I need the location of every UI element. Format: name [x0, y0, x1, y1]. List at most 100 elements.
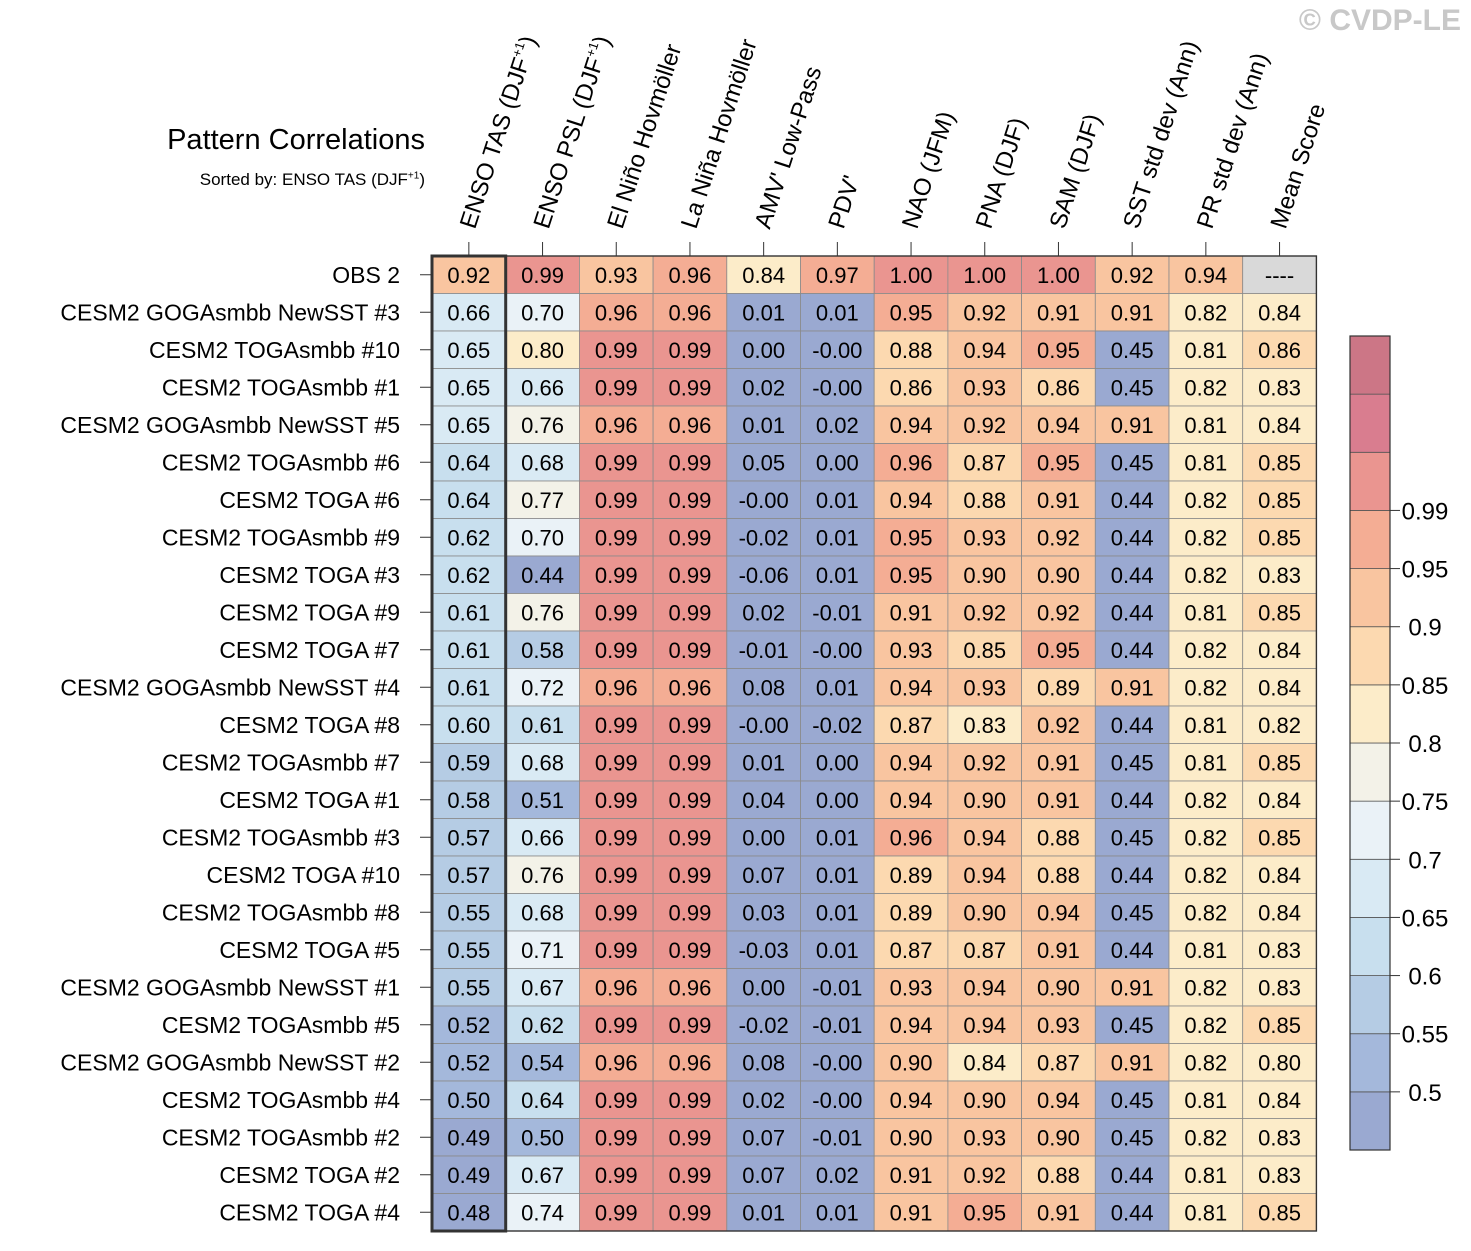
- cell-value: 0.05: [742, 450, 785, 475]
- colorbar-segment: [1349, 626, 1391, 686]
- cell-value: 0.96: [595, 300, 638, 325]
- row-label: CESM2 GOGAsmbb NewSST #5: [60, 412, 400, 438]
- cell-value: 0.44: [1111, 863, 1154, 888]
- cell-value: 0.44: [1111, 788, 1154, 813]
- cell-value: 0.89: [1037, 675, 1080, 700]
- heatmap-cell: [947, 668, 1023, 707]
- cell-value: 0.82: [1184, 1125, 1227, 1150]
- cell-value: 0.91: [890, 600, 933, 625]
- cell-value: 0.64: [521, 1088, 564, 1113]
- cell-value: 0.66: [447, 300, 490, 325]
- cell-value: 0.45: [1111, 375, 1154, 400]
- cell-value: 0.57: [447, 863, 490, 888]
- cell-value: -0.00: [812, 1050, 862, 1075]
- cell-value: 0.90: [1037, 975, 1080, 1000]
- heatmap-cell: [1168, 968, 1244, 1007]
- heatmap-cell: [1021, 480, 1096, 519]
- heatmap-cell: [579, 593, 654, 632]
- heatmap-cell: [1168, 405, 1244, 444]
- cell-value: 0.89: [890, 863, 933, 888]
- cell-value: 0.99: [595, 1163, 638, 1188]
- heatmap-cell: [1242, 855, 1317, 894]
- row-label: CESM2 GOGAsmbb NewSST #2: [60, 1049, 400, 1075]
- cell-value: 0.61: [521, 713, 564, 738]
- row-label: CESM2 TOGAsmbb #3: [162, 824, 400, 850]
- cell-value: 0.91: [1037, 788, 1080, 813]
- heatmap-cell: [873, 518, 949, 557]
- row-label: CESM2 TOGA #3: [219, 562, 400, 588]
- cell-value: 0.96: [669, 975, 712, 1000]
- cell-value: 0.91: [1111, 675, 1154, 700]
- cell-value: 0.01: [742, 413, 785, 438]
- heatmap-cell: [947, 1005, 1023, 1044]
- heatmap-cell: [873, 593, 949, 632]
- heatmap-cell: [1094, 1005, 1170, 1044]
- watermark: © CVDP-LE: [1298, 4, 1461, 37]
- cell-value: 0.92: [963, 413, 1006, 438]
- heatmap-cell: [579, 1193, 654, 1232]
- heatmap-cell: [431, 743, 507, 782]
- heatmap-cell: [579, 330, 654, 369]
- heatmap-cell: [1094, 555, 1170, 594]
- heatmap-cell: [505, 368, 580, 407]
- cell-value: 0.65: [447, 338, 490, 363]
- cell-value: 0.85: [1258, 600, 1301, 625]
- column-label: SAM (DJF): [1044, 111, 1106, 232]
- cell-value: 0.54: [521, 1050, 564, 1075]
- heatmap-cell: [431, 855, 507, 894]
- cell-value: 0.92: [963, 600, 1006, 625]
- row-label: CESM2 GOGAsmbb NewSST #3: [60, 299, 400, 325]
- column-label: NAO (JFM): [897, 108, 960, 232]
- heatmap-cell: [1021, 443, 1096, 482]
- cell-value: 0.07: [742, 1125, 785, 1150]
- cell-value: 0.82: [1184, 900, 1227, 925]
- heatmap-cell: [1094, 1193, 1170, 1232]
- heatmap-cell: [579, 368, 654, 407]
- column-label: ENSO PSL (DJF+1): [528, 32, 617, 231]
- cell-value: 0.65: [447, 375, 490, 400]
- cell-value: -0.00: [812, 638, 862, 663]
- heatmap-cell: [579, 443, 654, 482]
- cell-value: 0.91: [1111, 975, 1154, 1000]
- cell-value: 0.87: [963, 450, 1006, 475]
- heatmap-cell: [431, 330, 507, 369]
- heatmap-cell: [1021, 893, 1096, 932]
- cell-value: 0.08: [742, 675, 785, 700]
- heatmap-cell: [947, 893, 1023, 932]
- heatmap-cell: [1168, 1193, 1244, 1232]
- cell-value: 0.00: [742, 975, 785, 1000]
- cell-value: 0.50: [521, 1125, 564, 1150]
- cell-value: 0.94: [963, 338, 1006, 363]
- cell-value: 0.94: [890, 1088, 933, 1113]
- cell-value: 0.96: [595, 1050, 638, 1075]
- cell-value: 0.49: [447, 1125, 490, 1150]
- heatmap-cell: [726, 668, 801, 707]
- heatmap-cell: [1094, 930, 1170, 969]
- heatmap-cell: [1242, 293, 1317, 332]
- heatmap-cell: [1021, 330, 1096, 369]
- heatmap-cell: [505, 818, 580, 857]
- heatmap-cell: [1094, 330, 1170, 369]
- heatmap-cell: [873, 930, 949, 969]
- heatmap-cell: [800, 1005, 875, 1044]
- heatmap-cell: [800, 593, 875, 632]
- colorbar-segment: [1349, 742, 1391, 802]
- cell-value: 0.96: [595, 413, 638, 438]
- heatmap-cell: [873, 555, 949, 594]
- row-label: CESM2 GOGAsmbb NewSST #4: [60, 674, 400, 700]
- cell-value: 0.93: [595, 263, 638, 288]
- heatmap-cell: [726, 780, 801, 819]
- cell-value: 0.90: [890, 1125, 933, 1150]
- cell-value: 0.68: [521, 900, 564, 925]
- chart-title: Pattern Correlations: [167, 124, 425, 156]
- heatmap-cell: [505, 893, 580, 932]
- cell-value: 0.85: [1258, 825, 1301, 850]
- heatmap-cell: [947, 705, 1023, 744]
- cell-value: -0.03: [739, 938, 789, 963]
- heatmap-cell: [579, 780, 654, 819]
- cell-value: 0.99: [669, 375, 712, 400]
- cell-value: 0.95: [890, 563, 933, 588]
- cell-value: 0.99: [595, 1200, 638, 1225]
- heatmap-cell: [1021, 518, 1096, 557]
- heatmap-cell: [652, 1080, 728, 1119]
